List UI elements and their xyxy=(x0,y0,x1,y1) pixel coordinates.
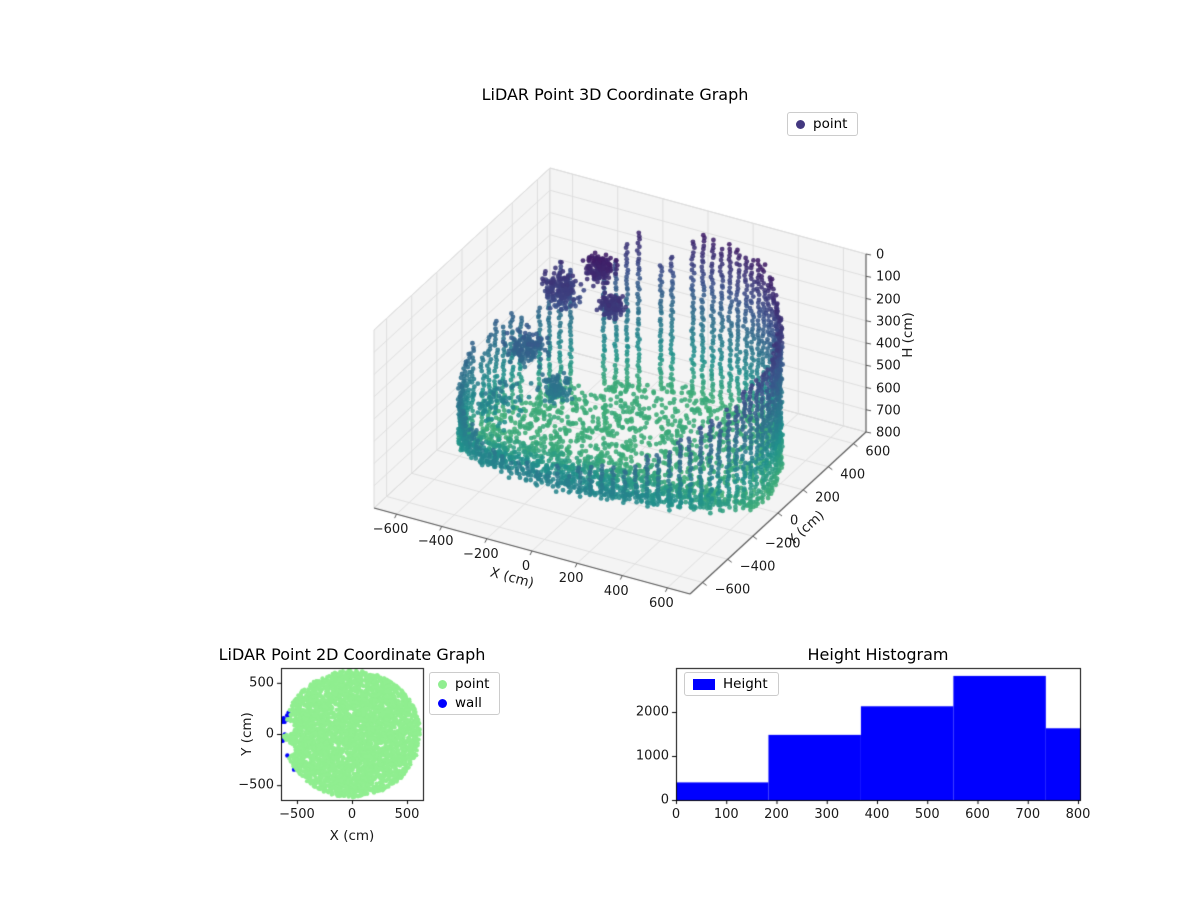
y-axis-label-2d: Y (cm) xyxy=(239,712,255,756)
tick-label: 700 xyxy=(876,403,901,419)
tick-label: 0 xyxy=(347,807,357,822)
tick-label: 500 xyxy=(394,807,420,822)
tick-label: 800 xyxy=(876,425,901,441)
legend-entry-height: Height xyxy=(693,677,768,691)
tick-label: 600 xyxy=(876,381,901,396)
tick-label: 0 xyxy=(876,247,885,263)
tick-label: 500 xyxy=(876,358,901,374)
legend-entry-wall-2d: wall xyxy=(438,696,489,710)
tick-label: 500 xyxy=(914,807,940,822)
tick-label: −600 xyxy=(714,582,751,598)
point-marker-icon xyxy=(796,119,805,129)
tick-label: −600 xyxy=(372,522,409,538)
wall-marker-icon xyxy=(438,698,447,708)
x-axis-label-2d: X (cm) xyxy=(329,828,375,844)
legend-label-point-3d: point xyxy=(813,116,848,132)
legend-2d: point wall xyxy=(429,672,501,715)
tick-label: 0 xyxy=(790,513,799,529)
tick-label: −500 xyxy=(238,777,274,793)
legend-histogram: Height xyxy=(684,672,779,696)
title-2d: LiDAR Point 2D Coordinate Graph xyxy=(218,645,486,664)
tick-label: −200 xyxy=(462,546,499,562)
tick-label: 400 xyxy=(864,807,890,822)
point-marker-icon xyxy=(438,679,447,689)
legend-3d: point xyxy=(787,112,859,136)
tick-label: 200 xyxy=(558,571,584,587)
tick-label: −400 xyxy=(739,559,776,575)
tick-label: 2000 xyxy=(635,704,669,720)
tick-label: −200 xyxy=(764,536,801,552)
h-axis-label-3d: H (cm) xyxy=(900,312,916,358)
tick-label: 0 xyxy=(521,559,531,574)
legend-entry-point-2d: point xyxy=(438,677,489,691)
legend-label-height: Height xyxy=(723,676,768,692)
tick-label: 500 xyxy=(249,675,274,691)
tick-label: 600 xyxy=(965,807,990,822)
title-3d: LiDAR Point 3D Coordinate Graph xyxy=(481,85,749,104)
tick-label: 400 xyxy=(876,336,901,352)
legend-label-point-2d: point xyxy=(455,676,490,692)
tick-label: 1000 xyxy=(635,748,669,764)
tick-label: 200 xyxy=(876,292,901,307)
tick-label: 600 xyxy=(649,595,674,611)
tick-label: 0 xyxy=(660,792,669,808)
tick-label: 200 xyxy=(764,807,789,822)
tick-label: 300 xyxy=(814,807,840,822)
tick-label: 200 xyxy=(815,490,840,506)
height-patch-icon xyxy=(693,678,715,690)
legend-label-wall-2d: wall xyxy=(455,695,482,711)
tick-label: −500 xyxy=(279,807,315,822)
tick-label: 300 xyxy=(876,314,901,330)
legend-entry-point-3d: point xyxy=(796,117,847,131)
tick-label: −400 xyxy=(417,534,454,550)
tick-label: 400 xyxy=(840,467,866,483)
tick-label: 100 xyxy=(876,269,901,285)
tick-label: 700 xyxy=(1015,807,1041,822)
tick-label: 0 xyxy=(671,807,681,822)
tick-label: 600 xyxy=(865,444,891,460)
tick-label: 0 xyxy=(265,726,274,742)
title-histogram: Height Histogram xyxy=(807,645,949,664)
tick-label: 100 xyxy=(713,807,739,822)
tick-label: 800 xyxy=(1065,807,1091,822)
tick-label: 400 xyxy=(603,583,629,599)
